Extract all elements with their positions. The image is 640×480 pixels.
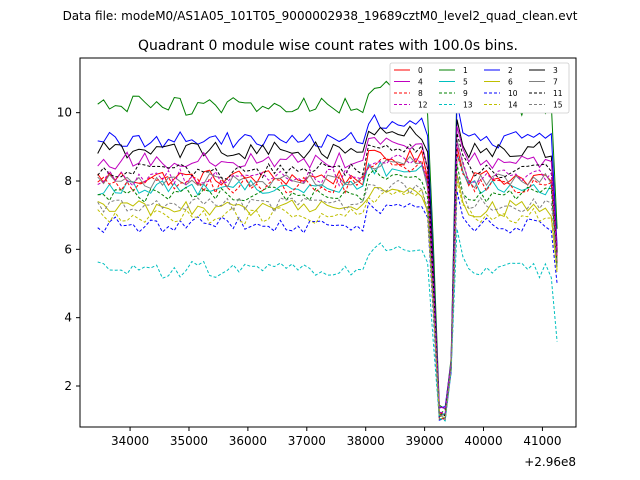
x-tick-label: 35000: [170, 434, 208, 448]
x-tick-label: 38000: [347, 434, 385, 448]
legend-label: 12: [418, 101, 428, 110]
legend-label: 5: [463, 78, 468, 87]
legend-label: 9: [463, 89, 468, 98]
chart-title: Quadrant 0 module wise count rates with …: [138, 38, 518, 54]
series-line-8: [97, 153, 558, 421]
y-tick-label: 10: [57, 106, 72, 120]
x-tick-label: 40000: [464, 434, 502, 448]
legend-box: [389, 62, 570, 114]
legend-label: 7: [553, 78, 558, 87]
plot-area: [80, 58, 576, 427]
series-line-7: [97, 139, 558, 416]
series-line-15: [97, 174, 558, 421]
x-tick-label: 36000: [229, 434, 267, 448]
legend-label: 2: [508, 66, 513, 75]
series-line-6: [97, 174, 558, 420]
legend-label: 11: [553, 89, 563, 98]
y-axis: 2 4 6 8 10: [57, 106, 80, 393]
legend-label: 13: [463, 101, 473, 110]
y-tick-label: 8: [64, 174, 72, 188]
series-line-13: [97, 228, 558, 422]
x-tick-label: 34000: [111, 434, 149, 448]
x-axis: 34000 35000 36000 37000 38000 39000 40000 41000: [111, 427, 562, 448]
legend-label: 6: [508, 78, 513, 87]
x-tick-label: 37000: [288, 434, 326, 448]
legend-label: 8: [418, 89, 423, 98]
series-line-4: [97, 126, 558, 410]
legend-label: 3: [553, 66, 558, 75]
plot-frame: [79, 57, 577, 428]
x-offset-label: +2.96e8: [524, 455, 576, 469]
legend-label: 14: [508, 101, 518, 110]
legend-label: 0: [418, 66, 423, 75]
series-line-12: [97, 143, 558, 414]
series-line-3: [97, 119, 558, 415]
series-line-14: [97, 180, 558, 420]
x-tick-label: 39000: [406, 434, 444, 448]
legend-label: 15: [553, 101, 563, 110]
x-tick-label: 41000: [523, 434, 561, 448]
y-tick-label: 2: [64, 379, 72, 393]
legend-label: 10: [508, 89, 518, 98]
suptitle: Data file: modeM0/AS1A05_101T05_90000029…: [63, 9, 578, 23]
series-line-11: [97, 133, 558, 417]
series-line-10: [97, 191, 558, 421]
y-tick-label: 4: [64, 311, 72, 325]
legend-label: 4: [418, 78, 423, 87]
series-group: [97, 80, 558, 422]
series-line-2: [97, 102, 558, 409]
legend-label: 1: [463, 66, 468, 75]
y-tick-label: 6: [64, 242, 72, 256]
series-line-9: [97, 163, 558, 415]
